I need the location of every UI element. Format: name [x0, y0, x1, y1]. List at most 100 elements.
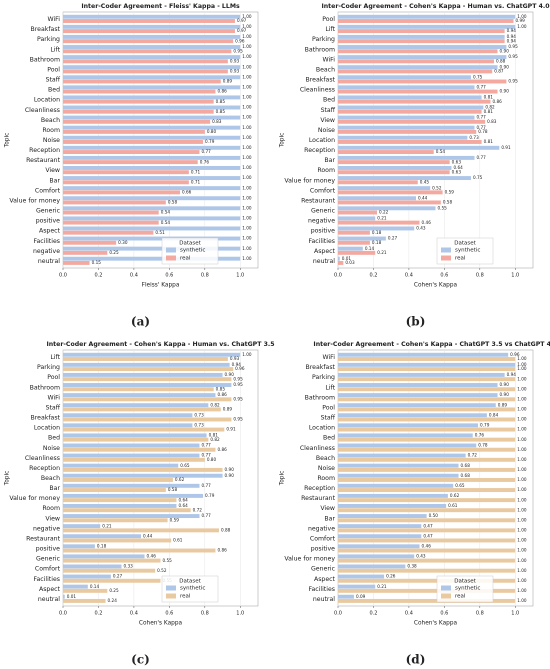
y-tick-label: Lift: [50, 46, 60, 53]
bar: [338, 433, 473, 438]
value-label: 0.86: [492, 99, 502, 104]
bar: [338, 584, 376, 589]
value-label: 0.18: [372, 230, 382, 235]
bar: [338, 467, 516, 472]
bar: [338, 558, 516, 563]
bar: [338, 59, 494, 64]
bar: [338, 99, 491, 104]
value-label: 0.90: [225, 473, 235, 478]
value-label: 0.25: [109, 588, 119, 593]
y-tick-label: View: [320, 505, 335, 512]
value-label: 0.79: [480, 422, 490, 427]
value-label: 1.00: [517, 447, 527, 452]
value-label: 0.51: [155, 230, 165, 235]
x-tick-label: 1.0: [236, 611, 244, 617]
y-axis-label: Topic: [280, 471, 286, 487]
caption: (d): [406, 653, 426, 667]
y-tick-label: negative: [308, 218, 335, 225]
value-label: 0.62: [175, 477, 185, 482]
bar: [63, 433, 207, 438]
x-tick-label: 0.2: [369, 273, 377, 279]
value-label: 0.54: [161, 220, 171, 225]
value-label: 0.44: [418, 195, 428, 200]
value-label: 0.90: [500, 382, 510, 387]
value-label: 0.85: [216, 99, 226, 104]
value-label: 1.00: [517, 568, 527, 573]
bar: [338, 598, 516, 603]
x-tick-label: 1.0: [236, 273, 244, 279]
bar: [63, 564, 122, 569]
value-label: 0.80: [207, 129, 217, 134]
bar: [338, 463, 459, 468]
value-label: 0.77: [477, 125, 487, 130]
bar: [63, 558, 161, 563]
y-tick-label: Restaurant: [26, 157, 60, 164]
bar: [338, 352, 509, 357]
value-label: 0.81: [484, 95, 494, 100]
bar: [338, 79, 507, 84]
legend-swatch: [441, 255, 451, 261]
bar: [338, 538, 516, 543]
bar: [63, 554, 145, 559]
y-tick-label: Bed: [323, 97, 335, 104]
y-tick-label: Pool: [47, 66, 60, 73]
bar: [63, 457, 205, 462]
bar: [338, 14, 516, 19]
bar: [63, 498, 177, 503]
bar: [338, 453, 466, 458]
value-label: 0.65: [455, 483, 465, 488]
value-label: 0.14: [90, 584, 100, 589]
bar: [63, 236, 241, 241]
legend-title: Dataset: [454, 579, 476, 585]
value-label: 0.66: [182, 190, 192, 195]
y-tick-label: Comfort: [310, 187, 336, 194]
value-label: 0.91: [501, 145, 511, 150]
y-tick-label: Cleanliness: [25, 455, 60, 462]
legend-label: synthetic: [455, 248, 480, 254]
value-label: 0.21: [102, 523, 112, 528]
value-label: 0.81: [484, 109, 494, 114]
bar: [63, 99, 214, 104]
bar: [338, 260, 344, 265]
bar: [63, 160, 198, 165]
value-label: 0.77: [477, 155, 487, 160]
y-tick-label: WiFi: [322, 354, 335, 361]
x-tick-label: 0.0: [334, 273, 342, 279]
y-tick-label: Beach: [316, 66, 335, 73]
bar: [338, 473, 459, 478]
value-label: 0.68: [461, 473, 471, 478]
legend-label: real: [180, 256, 191, 262]
value-label: 1.00: [242, 44, 252, 49]
value-label: 0.18: [372, 240, 382, 245]
value-label: 0.09: [356, 594, 366, 599]
value-label: 0.24: [108, 598, 118, 603]
x-tick-label: 1.0: [511, 273, 519, 279]
bar: [338, 498, 516, 503]
value-label: 0.95: [508, 44, 518, 49]
value-label: 0.52: [432, 185, 442, 190]
value-label: 1.00: [517, 578, 527, 583]
value-label: 0.95: [233, 396, 243, 401]
value-label: 0.73: [194, 422, 204, 427]
bar: [63, 493, 204, 498]
y-tick-label: Location: [34, 97, 60, 104]
value-label: 0.96: [235, 366, 245, 371]
value-label: 1.00: [242, 175, 252, 180]
value-label: 1.00: [242, 125, 252, 130]
bar: [63, 548, 216, 553]
bar: [338, 140, 482, 144]
value-label: 1.00: [517, 437, 527, 442]
bar: [63, 145, 241, 150]
bar: [63, 453, 200, 458]
value-label: 0.96: [235, 38, 245, 43]
value-label: 0.95: [233, 376, 243, 381]
bar: [63, 568, 156, 573]
bar: [63, 45, 241, 49]
y-tick-label: neutral: [313, 258, 335, 265]
bar: [63, 256, 241, 261]
value-label: 1.00: [242, 14, 252, 19]
bar: [63, 176, 241, 181]
legend-swatch: [166, 247, 176, 253]
value-label: 0.82: [210, 437, 220, 442]
y-tick-label: Cleanliness: [25, 107, 60, 114]
